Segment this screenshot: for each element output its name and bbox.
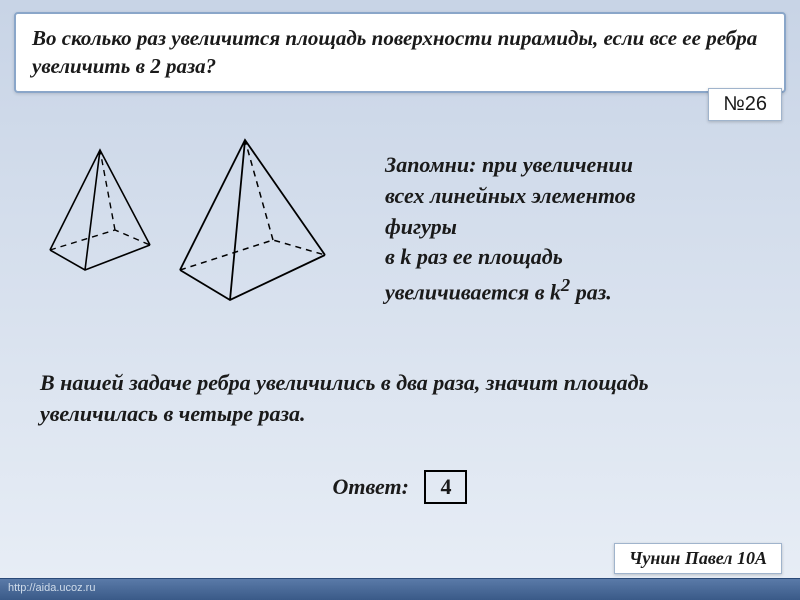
author-text: Чунин Павел 10А	[629, 548, 767, 568]
footer-bar: http://aida.ucoz.ru	[0, 578, 800, 600]
answer-row: Ответ: 4	[0, 470, 800, 504]
small-pyramid-solid	[50, 150, 150, 270]
answer-value: 4	[440, 474, 451, 499]
slide-number-text: №26	[723, 93, 767, 115]
tip-block: Запомни: при увеличении всех линейных эл…	[385, 150, 778, 308]
slide-number-badge: №26	[708, 88, 782, 121]
pyramid-figures	[30, 130, 360, 310]
question-text: Во сколько раз увеличится площадь поверх…	[32, 26, 757, 78]
large-pyramid-dashed	[180, 140, 325, 270]
tip-line1: Запомни: при увеличении	[385, 150, 778, 181]
tip-line3: фигуры	[385, 212, 778, 243]
question-box: Во сколько раз увеличится площадь поверх…	[14, 12, 786, 93]
large-pyramid-solid	[180, 140, 325, 300]
answer-label: Ответ:	[333, 474, 409, 499]
answer-value-box: 4	[424, 470, 467, 504]
footer-url: http://aida.ucoz.ru	[8, 582, 95, 594]
tip-line2: всех линейных элементов	[385, 181, 778, 212]
solution-block: В нашей задаче ребра увеличились в два р…	[40, 368, 770, 430]
tip-line4: в k раз ее площадь	[385, 242, 778, 273]
tip-line5: увеличивается в k2 раз.	[385, 273, 778, 308]
small-pyramid-dashed	[50, 150, 150, 250]
solution-text: В нашей задаче ребра увеличились в два р…	[40, 370, 649, 426]
author-badge: Чунин Павел 10А	[614, 543, 782, 574]
pyramids-svg	[30, 130, 360, 310]
